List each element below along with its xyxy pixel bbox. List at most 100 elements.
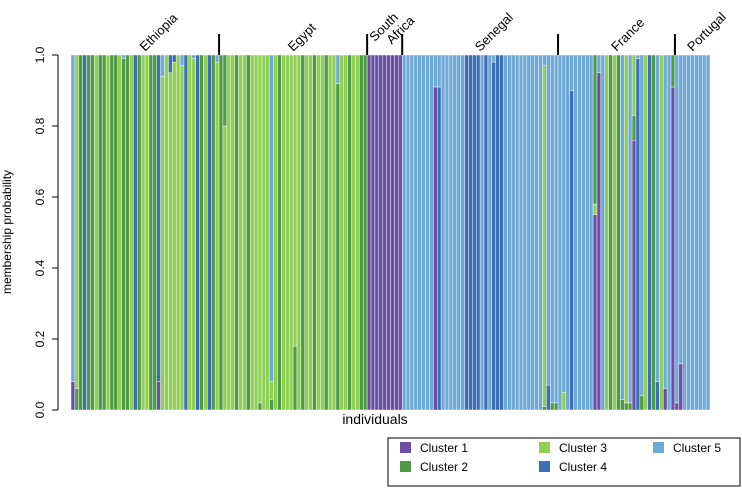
bar-segment-114-cluster-5 <box>514 54 520 411</box>
population-label: Egypt <box>285 20 319 54</box>
bar-segment-133-cluster-5 <box>588 54 594 411</box>
bar-segment-22-cluster-1 <box>156 381 161 411</box>
bar-segment-105-cluster-5 <box>479 54 485 411</box>
bar-segment-134-cluster-1 <box>592 214 598 411</box>
bar-segment-129-cluster-5 <box>573 54 578 411</box>
bar-segment-112-cluster-5 <box>507 54 512 411</box>
bar-segment-37-cluster-3 <box>214 61 220 411</box>
bar-segment-132-cluster-5 <box>585 54 590 411</box>
bar-segment-14-cluster-2 <box>125 54 130 411</box>
bar-segment-141-cluster-5 <box>620 54 625 400</box>
bar-segment-51-cluster-5 <box>269 54 274 382</box>
bar-segment-113-cluster-5 <box>511 54 516 411</box>
bar-segment-46-cluster-3 <box>250 54 255 411</box>
bar-segment-60-cluster-3 <box>304 54 309 411</box>
bar-segment-3-cluster-4 <box>82 54 87 411</box>
bar-segment-57-cluster-2 <box>292 345 298 411</box>
bar-segment-141-cluster-2 <box>620 399 625 411</box>
bar-segment-26-cluster-4 <box>172 54 177 63</box>
bar-segment-79-cluster-1 <box>378 54 383 411</box>
bar-segment-11-cluster-2 <box>113 54 118 411</box>
bar-segment-152-cluster-5 <box>663 54 668 389</box>
bar-segment-48-cluster-2 <box>257 402 263 411</box>
bar-segment-152-cluster-1 <box>663 388 668 411</box>
bar-segment-72-cluster-3 <box>351 54 356 411</box>
bar-segment-115-cluster-5 <box>518 54 524 411</box>
bar-segment-103-cluster-4 <box>472 54 477 411</box>
bar-segment-156-cluster-5 <box>678 54 683 365</box>
y-tick-label: 0.8 <box>33 117 47 134</box>
bar-segment-128-cluster-5 <box>569 54 574 91</box>
bar-segment-35-cluster-4 <box>207 54 212 411</box>
bar-segment-61-cluster-3 <box>308 54 313 411</box>
bar-segment-92-cluster-5 <box>429 54 434 411</box>
bar-segment-100-cluster-5 <box>460 54 465 411</box>
bar-segment-124-cluster-5 <box>553 54 559 404</box>
bar-segment-31-cluster-3 <box>191 58 196 411</box>
bar-segment-93-cluster-1 <box>433 86 438 411</box>
legend-swatch <box>653 442 664 453</box>
bar-segment-70-cluster-3 <box>343 54 348 411</box>
bar-segment-116-cluster-5 <box>522 54 528 411</box>
legend-label: Cluster 5 <box>673 441 721 455</box>
bar-segment-130-cluster-5 <box>577 54 582 411</box>
bar-segment-0-cluster-1 <box>70 381 76 411</box>
y-tick-label: 0.0 <box>33 401 47 418</box>
bar-segment-31-cluster-5 <box>191 54 196 59</box>
bar-segment-157-cluster-5 <box>682 54 687 411</box>
bar-segment-155-cluster-5 <box>674 54 680 404</box>
bar-segment-16-cluster-4 <box>133 54 138 411</box>
legend-swatch <box>539 461 550 472</box>
bar-segment-97-cluster-5 <box>448 54 454 411</box>
bar-segment-108-cluster-4 <box>491 61 496 411</box>
bar-segment-34-cluster-3 <box>203 54 208 411</box>
bar-segment-18-cluster-3 <box>140 54 146 411</box>
bar-segment-0-cluster-5 <box>70 54 76 382</box>
bar-segment-39-cluster-2 <box>222 54 228 127</box>
bar-segment-121-cluster-5 <box>542 54 547 66</box>
bar-segment-38-cluster-2 <box>218 54 224 411</box>
bar-segment-85-cluster-5 <box>401 54 407 411</box>
bar-segment-151-cluster-3 <box>659 54 664 411</box>
bar-segment-108-cluster-5 <box>491 54 496 63</box>
bar-segment-87-cluster-5 <box>409 54 415 411</box>
bar-segment-146-cluster-5 <box>639 54 644 397</box>
bar-segment-122-cluster-4 <box>546 384 551 411</box>
bar-segment-80-cluster-1 <box>382 54 387 411</box>
bar-segment-127-cluster-5 <box>565 54 570 411</box>
bar-segment-30-cluster-3 <box>187 54 193 411</box>
bar-segment-161-cluster-5 <box>698 54 703 411</box>
bar-segment-26-cluster-3 <box>172 61 177 411</box>
bar-segment-22-cluster-4 <box>156 54 161 382</box>
bar-segment-6-cluster-3 <box>94 54 99 411</box>
bar-segment-39-cluster-3 <box>222 125 228 411</box>
bar-segment-146-cluster-2 <box>639 395 644 411</box>
bar-segment-89-cluster-5 <box>417 54 422 411</box>
y-tick-label: 1.0 <box>33 46 47 63</box>
bar-segment-68-cluster-2 <box>335 83 341 411</box>
bar-segment-76-cluster-1 <box>366 54 372 411</box>
bar-segment-144-cluster-3 <box>631 54 637 116</box>
bar-segment-28-cluster-5 <box>179 54 185 66</box>
bar-segment-78-cluster-1 <box>374 54 380 411</box>
bar-segment-86-cluster-5 <box>405 54 411 411</box>
bar-segment-51-cluster-2 <box>269 399 274 411</box>
bar-segment-135-cluster-1 <box>596 72 602 411</box>
legend-box <box>387 437 741 487</box>
population-label: Ethiopia <box>137 10 181 54</box>
bar-segment-145-cluster-5 <box>635 54 641 59</box>
bar-segment-99-cluster-5 <box>456 54 461 411</box>
bar-segment-1-cluster-2 <box>74 388 80 411</box>
bar-segment-9-cluster-3 <box>105 54 111 411</box>
bar-segment-158-cluster-5 <box>686 54 691 411</box>
bar-segment-134-cluster-2 <box>592 54 598 205</box>
bar-segment-123-cluster-5 <box>550 54 555 404</box>
bar-segment-83-cluster-1 <box>394 54 399 411</box>
bar-segment-143-cluster-5 <box>627 54 633 404</box>
bar-segment-94-cluster-5 <box>437 54 442 88</box>
bar-segment-148-cluster-4 <box>647 54 652 411</box>
bar-segment-2-cluster-2 <box>78 54 83 411</box>
bars-group <box>70 54 711 411</box>
bar-segment-110-cluster-4 <box>499 54 504 411</box>
